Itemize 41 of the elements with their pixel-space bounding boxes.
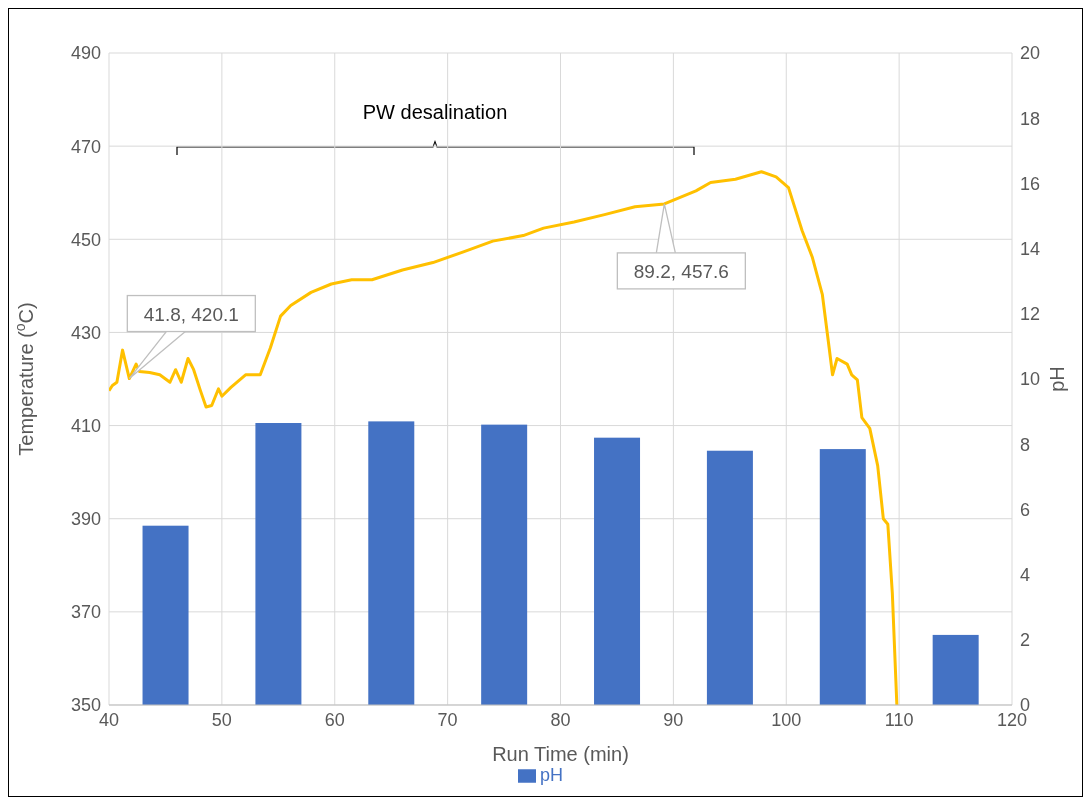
y2-axis-title: pH — [1046, 366, 1068, 392]
line-series — [109, 170, 899, 705]
annotation: 89.2, 457.6 — [633, 260, 729, 282]
y-tick-label: 370 — [70, 602, 101, 623]
bar — [142, 525, 189, 705]
y2-tick-label: 8 — [1020, 434, 1031, 455]
bar — [819, 449, 866, 705]
y-tick-label: 430 — [70, 322, 101, 343]
y-tick-label: 490 — [70, 43, 101, 64]
y2-tick-label: 2 — [1020, 630, 1031, 651]
bar — [594, 437, 641, 705]
bar — [368, 421, 415, 705]
x-tick-label: 100 — [771, 709, 802, 730]
y2-tick-label: 18 — [1020, 108, 1041, 129]
bar — [481, 424, 528, 705]
x-tick-label: 70 — [437, 709, 458, 730]
y2-tick-label: 12 — [1020, 304, 1041, 325]
y-tick-label: 450 — [70, 229, 101, 250]
x-tick-label: 90 — [663, 709, 684, 730]
y-tick-label: 390 — [70, 509, 101, 530]
bar — [706, 450, 753, 705]
y2-tick-label: 20 — [1020, 43, 1041, 64]
x-tick-label: 80 — [550, 709, 571, 730]
legend-label: pH — [539, 765, 563, 785]
annotation: PW desalination — [362, 101, 508, 123]
x-tick-label: 50 — [211, 709, 232, 730]
annotation: 41.8, 420.1 — [143, 303, 239, 325]
bar — [932, 634, 979, 705]
x-tick-label: 40 — [98, 709, 120, 730]
y2-tick-label: 10 — [1020, 369, 1041, 390]
bar — [255, 423, 302, 705]
y2-tick-label: 16 — [1020, 173, 1041, 194]
y2-tick-label: 6 — [1020, 499, 1031, 520]
y2-tick-label: 14 — [1020, 238, 1041, 259]
x-tick-label: 60 — [324, 709, 345, 730]
y-tick-label: 350 — [70, 695, 101, 716]
y-tick-label: 470 — [70, 136, 101, 157]
y-tick-label: 410 — [70, 415, 101, 436]
x-axis-title: Run Time (min) — [492, 743, 629, 765]
y2-tick-label: 4 — [1020, 564, 1031, 585]
x-tick-label: 110 — [884, 709, 914, 730]
